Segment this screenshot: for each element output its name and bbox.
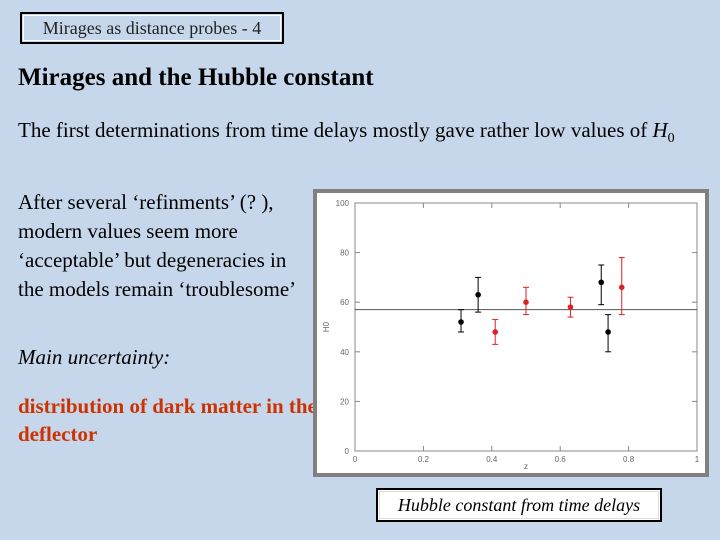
dark-matter-text: distribution of dark matter in the defle… [18,394,317,446]
header-inner-border [23,15,281,41]
hubble-subscript: 0 [667,131,675,147]
refinements-paragraph: After several ‘refinments’ (? ), modern … [18,190,297,301]
data-point [523,299,529,305]
hubble-symbol: H [652,118,668,142]
slide-header-box: Mirages as distance probes - 4 [20,12,284,44]
x-tick-label: 0.4 [486,455,498,464]
y-tick-label: 60 [340,298,349,307]
x-tick-label: 0.8 [623,455,635,464]
x-axis-label: z [524,462,528,471]
y-tick-label: 40 [340,348,349,357]
data-point [598,279,605,286]
y-tick-label: 80 [340,249,349,258]
data-point [492,329,499,335]
plot-area [354,202,698,452]
intro-paragraph: The first determinations from time delay… [18,116,718,153]
y-tick-label: 100 [336,199,350,208]
slide-title: Mirages and the Hubble constant [18,64,374,91]
figure-caption-box: Hubble constant from time delays [376,488,662,522]
data-point [567,304,574,310]
data-point [475,291,481,298]
chart-frame: 0 0.2 0.4 0.6 0.8 1 0 20 40 60 80 100 z H0 [313,189,709,477]
y-tick-label: 20 [340,397,349,406]
x-tick-label: 1 [695,455,700,464]
data-point [618,284,625,291]
caption-inner-border [379,491,659,519]
y-tick-label: 0 [345,447,350,456]
main-uncertainty-label: Main uncertainty: [18,345,171,369]
data-point [605,329,611,335]
x-tick-label: 0.6 [555,455,567,464]
x-tick-label: 0 [353,455,358,464]
data-point [458,319,464,325]
hubble-chart: 0 0.2 0.4 0.6 0.8 1 0 20 40 60 80 100 z H0 [322,199,700,471]
figure-caption: Hubble constant from time delays [397,495,641,515]
y-axis-label: H0 [322,321,331,332]
intro-text: The first determinations from time delay… [18,118,653,142]
slide-header: Mirages as distance probes - 4 [42,18,262,38]
x-tick-label: 0.2 [418,455,430,464]
